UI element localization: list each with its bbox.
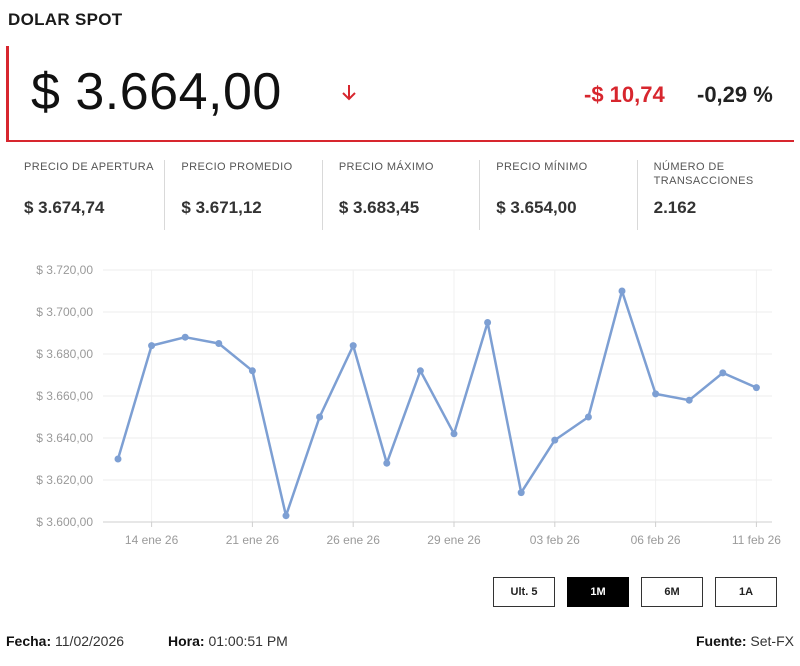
y-tick-label: $ 3.700,00 xyxy=(36,305,93,319)
y-axis: $ 3.600,00 $ 3.620,00 $ 3.640,00 $ 3.660,00… xyxy=(36,263,93,529)
x-tick-label: 14 ene 26 xyxy=(125,533,179,547)
stat-value: 2.162 xyxy=(653,198,697,217)
stat-min-price: PRECIO MÍNIMO $ 3.654,00 xyxy=(479,160,636,230)
data-point xyxy=(181,333,189,341)
data-point xyxy=(282,512,290,520)
x-tick-label: 26 ene 26 xyxy=(327,533,381,547)
stat-max-price: PRECIO MÁXIMO $ 3.683,45 xyxy=(321,160,479,230)
data-point xyxy=(484,319,492,326)
fecha-value: 11/02/2026 xyxy=(55,633,125,649)
data-point xyxy=(383,459,391,467)
fuente: Fuente: Set-FX xyxy=(696,633,794,649)
data-point xyxy=(349,342,357,350)
y-tick-label: $ 3.640,00 xyxy=(36,431,93,445)
data-point xyxy=(752,384,760,392)
price-series xyxy=(114,287,760,520)
x-tick-label: 11 feb 26 xyxy=(732,533,781,547)
x-axis: 14 ene 26 21 ene 26 26 ene 26 29 ene 26 03 f… xyxy=(103,521,781,547)
range-button-1m[interactable]: 1M xyxy=(567,577,629,607)
stat-value: $ 3.654,00 xyxy=(496,198,577,217)
stat-value: $ 3.683,45 xyxy=(338,198,420,217)
fuente-value: Set-FX xyxy=(750,633,794,649)
x-tick-label: 03 feb 26 xyxy=(530,533,580,547)
data-point xyxy=(316,413,324,421)
data-point xyxy=(215,340,223,347)
stat-label: PRECIO MÍNIMO xyxy=(496,161,588,173)
data-point xyxy=(652,390,660,398)
stat-average-price: PRECIO PROMEDIO $ 3.671,12 xyxy=(164,160,321,230)
stat-opening-price: PRECIO DE APERTURA $ 3.674,74 xyxy=(8,160,164,230)
arrow-down-icon xyxy=(342,85,356,101)
hora-label: Hora: xyxy=(168,633,205,649)
y-tick-label: $ 3.620,00 xyxy=(36,473,93,487)
stats-row: PRECIO DE APERTURA $ 3.674,74 PRECIO PRO… xyxy=(8,160,794,230)
stat-transactions: NÚMERO DE TRANSACCIONES 2.162 xyxy=(636,160,794,230)
x-tick-label: 21 ene 26 xyxy=(226,533,280,547)
data-point xyxy=(719,369,727,377)
hora: Hora: 01:00:51 PM xyxy=(168,633,288,649)
quote-panel: $ 3.664,00 -$ 10,74 -0,29 % xyxy=(6,46,794,142)
series-line xyxy=(116,289,757,517)
range-selector: Ult. 5 1M 6M 1A xyxy=(493,577,777,607)
data-point xyxy=(618,287,626,295)
stat-label: NÚMERO DE TRANSACCIONES xyxy=(653,161,754,187)
data-point xyxy=(148,342,156,350)
data-point xyxy=(551,436,559,444)
price-change-absolute: -$ 10,74 xyxy=(584,82,665,107)
stat-value: $ 3.671,12 xyxy=(181,198,262,217)
price-change-percent: -0,29 % xyxy=(697,82,773,107)
y-tick-label: $ 3.660,00 xyxy=(36,389,93,403)
data-point xyxy=(248,367,256,375)
fuente-label: Fuente: xyxy=(695,633,747,649)
fecha: Fecha: 11/02/2026 xyxy=(6,633,124,649)
range-button-1a[interactable]: 1A xyxy=(715,577,777,607)
stat-value: $ 3.674,74 xyxy=(24,198,105,217)
data-point xyxy=(584,413,592,421)
data-point xyxy=(517,489,525,497)
stat-label: PRECIO PROMEDIO xyxy=(181,161,293,173)
hora-value: 01:00:51 PM xyxy=(208,633,288,649)
x-tick-label: 29 ene 26 xyxy=(427,533,481,547)
data-point xyxy=(114,455,122,463)
y-tick-label: $ 3.720,00 xyxy=(36,263,93,277)
data-point xyxy=(450,430,458,438)
y-tick-label: $ 3.680,00 xyxy=(36,347,93,361)
price-line-chart: $ 3.600,00 $ 3.620,00 $ 3.640,00 $ 3.660,00… xyxy=(36,263,781,547)
range-button-6m[interactable]: 6M xyxy=(641,577,703,607)
range-button-last5[interactable]: Ult. 5 xyxy=(493,577,555,607)
stat-label: PRECIO DE APERTURA xyxy=(24,161,154,173)
fecha-label: Fecha: xyxy=(6,633,52,649)
page-title: DOLAR SPOT xyxy=(8,10,123,29)
x-tick-label: 06 feb 26 xyxy=(631,533,681,547)
stat-label: PRECIO MÁXIMO xyxy=(338,161,434,173)
data-point xyxy=(685,396,693,404)
data-point xyxy=(416,367,424,375)
current-price: $ 3.664,00 xyxy=(31,63,282,121)
y-tick-label: $ 3.600,00 xyxy=(36,515,93,529)
footer: Fecha: 11/02/2026 Hora: 01:00:51 PM Fuen… xyxy=(6,633,794,649)
